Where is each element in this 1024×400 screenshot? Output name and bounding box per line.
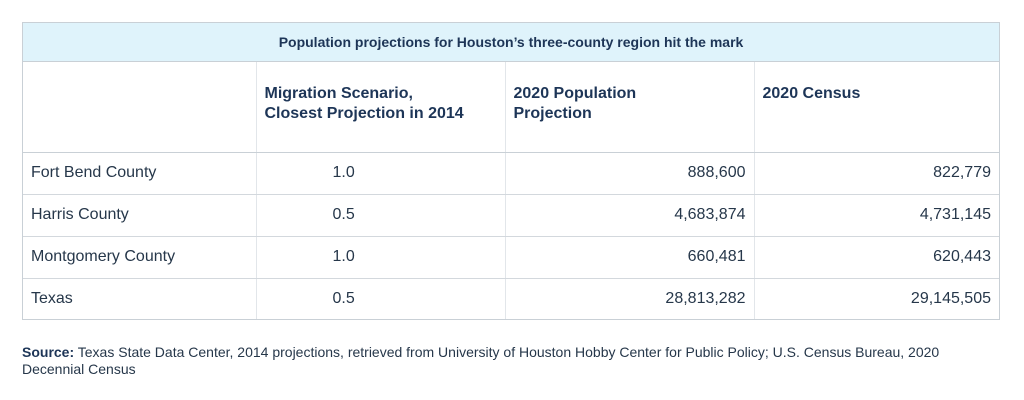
table-row: Montgomery County 1.0 660,481 620,443 xyxy=(23,236,999,279)
header-row: Migration Scenario, Closest Projection i… xyxy=(23,62,999,153)
header-migration-scenario: Migration Scenario, Closest Projection i… xyxy=(255,62,505,153)
cell-scenario: 0.5 xyxy=(255,194,505,237)
cell-projection: 28,813,282 xyxy=(504,278,754,319)
cell-scenario: 1.0 xyxy=(255,236,505,279)
cell-census: 29,145,505 xyxy=(753,278,999,319)
source-note: Source: Texas State Data Center, 2014 pr… xyxy=(22,344,1002,378)
cell-census: 822,779 xyxy=(753,152,999,195)
cell-projection: 660,481 xyxy=(504,236,754,279)
cell-county: Harris County xyxy=(23,194,256,237)
cell-projection: 4,683,874 xyxy=(504,194,754,237)
cell-scenario: 0.5 xyxy=(255,278,505,319)
header-2020-projection-line1: 2020 Population xyxy=(513,85,637,102)
table-row: Harris County 0.5 4,683,874 4,731,145 xyxy=(23,194,999,237)
table-row: Texas 0.5 28,813,282 29,145,505 xyxy=(23,278,999,319)
cell-census: 620,443 xyxy=(753,236,999,279)
cell-county: Montgomery County xyxy=(23,236,256,279)
data-table: Migration Scenario, Closest Projection i… xyxy=(23,62,999,319)
header-2020-projection-line2: Projection xyxy=(513,105,592,122)
cell-projection: 888,600 xyxy=(504,152,754,195)
cell-county: Texas xyxy=(31,289,73,307)
header-2020-projection: 2020 Population Projection xyxy=(504,62,754,153)
cell-census: 4,731,145 xyxy=(753,194,999,237)
population-table: Population projections for Houston’s thr… xyxy=(22,22,1000,320)
cell-scenario: 1.0 xyxy=(255,152,505,195)
table-title: Population projections for Houston’s thr… xyxy=(23,23,999,62)
header-migration-scenario-line2: Closest Projection in 2014 xyxy=(264,105,464,122)
header-2020-census: 2020 Census xyxy=(753,62,999,153)
source-text: Texas State Data Center, 2014 projection… xyxy=(22,344,940,377)
cell-county: Fort Bend County xyxy=(23,152,256,195)
header-migration-scenario-line1: Migration Scenario, xyxy=(264,85,413,102)
source-label: Source: xyxy=(22,344,75,360)
header-county xyxy=(23,62,256,153)
table-row: Fort Bend County 1.0 888,600 822,779 xyxy=(23,152,999,195)
